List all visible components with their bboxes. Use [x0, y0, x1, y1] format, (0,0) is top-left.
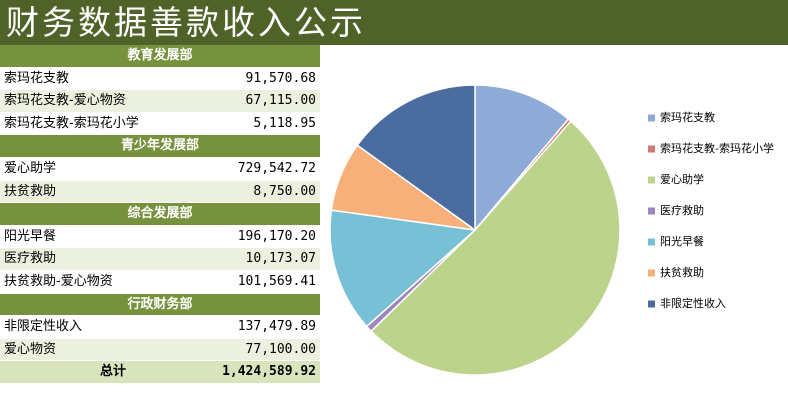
item-name: 扶贫救助	[4, 183, 57, 199]
section-header: 综合发展部	[0, 203, 320, 226]
table-row: 医疗救助 10,173.07	[0, 248, 320, 271]
table-row: 爱心助学 729,542.72	[0, 157, 320, 181]
item-name: 爱心物资	[4, 341, 57, 357]
item-amount: 8,750.00	[253, 183, 316, 199]
item-name: 索玛花支教-爱心物资	[4, 93, 126, 109]
legend-swatch	[648, 114, 655, 122]
legend-label: 扶贫救助	[660, 265, 704, 279]
item-amount: 67,115.00	[245, 93, 316, 109]
item-amount: 729,542.72	[237, 160, 316, 176]
table-row: 索玛花支教 91,570.68	[0, 67, 320, 91]
legend-swatch	[648, 238, 655, 246]
legend-label: 医疗救助	[660, 203, 704, 217]
legend-swatch	[648, 176, 655, 184]
item-amount: 137,479.89	[237, 319, 316, 335]
legend-label: 爱心助学	[660, 172, 704, 186]
table-row: 索玛花支教-索玛花小学 5,118.95	[0, 112, 320, 136]
item-name: 爱心助学	[4, 160, 57, 176]
section-header: 青少年发展部	[0, 135, 320, 158]
total-row: 总计 1,424,589.92	[0, 361, 320, 384]
table-row: 非限定性收入 137,479.89	[0, 316, 320, 339]
item-amount: 101,569.41	[237, 273, 316, 289]
item-amount: 10,173.07	[245, 251, 316, 267]
item-amount: 77,100.00	[245, 341, 316, 357]
item-name: 扶贫救助-爱心物资	[4, 273, 113, 289]
item-name: 非限定性收入	[4, 319, 83, 335]
pie-slice	[329, 209, 477, 328]
table-row: 爱心物资 77,100.00	[0, 338, 320, 362]
total-amount: 1,424,589.92	[222, 364, 316, 380]
item-amount: 196,170.20	[237, 228, 316, 244]
item-name: 医疗救助	[4, 251, 57, 267]
item-name: 阳光早餐	[4, 228, 57, 244]
pie-slice	[370, 120, 621, 376]
table: 教育发展部 索玛花支教 91,570.68 索玛花支教-爱心物资 67,115.00 索玛…	[0, 45, 320, 384]
item-amount: 91,570.68	[245, 70, 316, 86]
table-row: 阳光早餐 196,170.20	[0, 225, 320, 249]
item-name: 索玛花支教-索玛花小学	[4, 115, 139, 131]
section-header: 教育发展部	[0, 45, 320, 68]
title: 财务数据善款收入公示	[0, 0, 788, 45]
total-label: 总计	[100, 364, 127, 380]
legend-swatch	[648, 145, 655, 153]
legend-label: 索玛花支教-索玛花小学	[660, 141, 774, 155]
table-row: 扶贫救助 8,750.00	[0, 180, 320, 204]
legend-label: 索玛花支教	[660, 110, 715, 124]
section-header: 行政财务部	[0, 293, 320, 317]
item-amount: 5,118.95	[253, 115, 316, 131]
legend-swatch	[648, 269, 655, 277]
legend-swatch	[648, 300, 655, 308]
pie-slice	[474, 84, 570, 233]
table-row: 索玛花支教-爱心物资 67,115.00	[0, 90, 320, 113]
legend-label: 阳光早餐	[660, 234, 704, 248]
legend-swatch	[648, 207, 655, 215]
item-name: 索玛花支教	[4, 70, 70, 86]
table-row: 扶贫救助-爱心物资 101,569.41	[0, 270, 320, 294]
pie-slice	[356, 84, 476, 232]
legend-label: 非限定性收入	[660, 296, 726, 310]
